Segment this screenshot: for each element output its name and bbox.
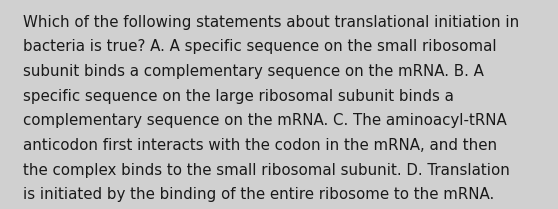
Text: the complex binds to the small ribosomal subunit. D. Translation: the complex binds to the small ribosomal… (23, 163, 511, 178)
Text: bacteria is true? A. A specific sequence on the small ribosomal: bacteria is true? A. A specific sequence… (23, 39, 497, 54)
Text: complementary sequence on the mRNA. C. The aminoacyl-tRNA: complementary sequence on the mRNA. C. T… (23, 113, 507, 128)
Text: subunit binds a complementary sequence on the mRNA. B. A: subunit binds a complementary sequence o… (23, 64, 484, 79)
Text: Which of the following statements about translational initiation in: Which of the following statements about … (23, 15, 519, 30)
Text: is initiated by the binding of the entire ribosome to the mRNA.: is initiated by the binding of the entir… (23, 187, 495, 202)
Text: anticodon first interacts with the codon in the mRNA, and then: anticodon first interacts with the codon… (23, 138, 498, 153)
Text: specific sequence on the large ribosomal subunit binds a: specific sequence on the large ribosomal… (23, 89, 454, 104)
